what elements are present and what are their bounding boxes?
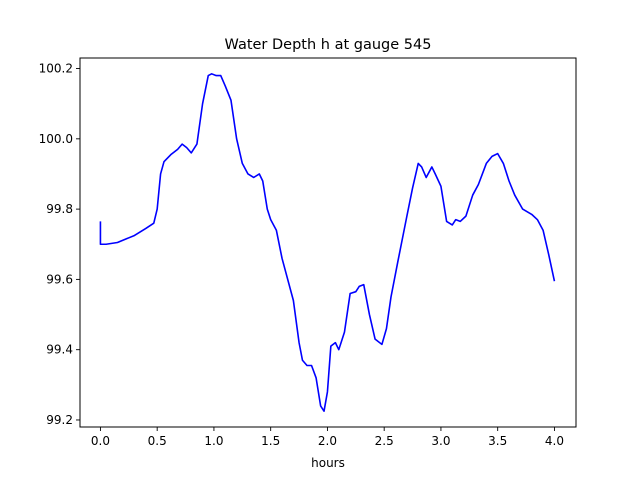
y-tick-label: 99.6 — [46, 272, 73, 286]
series-line — [99, 73, 556, 412]
x-tick-label: 2.0 — [318, 434, 337, 448]
x-tick-label: 3.5 — [488, 434, 507, 448]
x-tick-label: 1.0 — [204, 434, 223, 448]
x-tick-label: 1.5 — [261, 434, 280, 448]
plot-area — [79, 57, 577, 428]
x-axis: 0.0 0.5 1.0 1.5 2.0 2.5 3.0 3.5 4.0 — [91, 427, 564, 448]
chart-title: Water Depth h at gauge 545 — [225, 37, 432, 53]
y-tick-label: 99.8 — [46, 202, 73, 216]
y-axis: 99.2 99.4 99.6 99.8 100.0 100.2 — [39, 62, 80, 427]
y-tick-label: 99.2 — [46, 413, 73, 427]
x-tick-label: 0.0 — [91, 434, 110, 448]
x-tick-label: 2.5 — [375, 434, 394, 448]
y-tick-label: 100.2 — [39, 62, 73, 76]
x-tick-label: 4.0 — [545, 434, 564, 448]
x-axis-label: hours — [311, 456, 345, 470]
x-tick-label: 0.5 — [148, 434, 167, 448]
x-tick-label: 3.0 — [431, 434, 450, 448]
y-tick-label: 100.0 — [39, 132, 73, 146]
plot-frame — [79, 57, 577, 428]
y-tick-label: 99.4 — [46, 343, 73, 357]
